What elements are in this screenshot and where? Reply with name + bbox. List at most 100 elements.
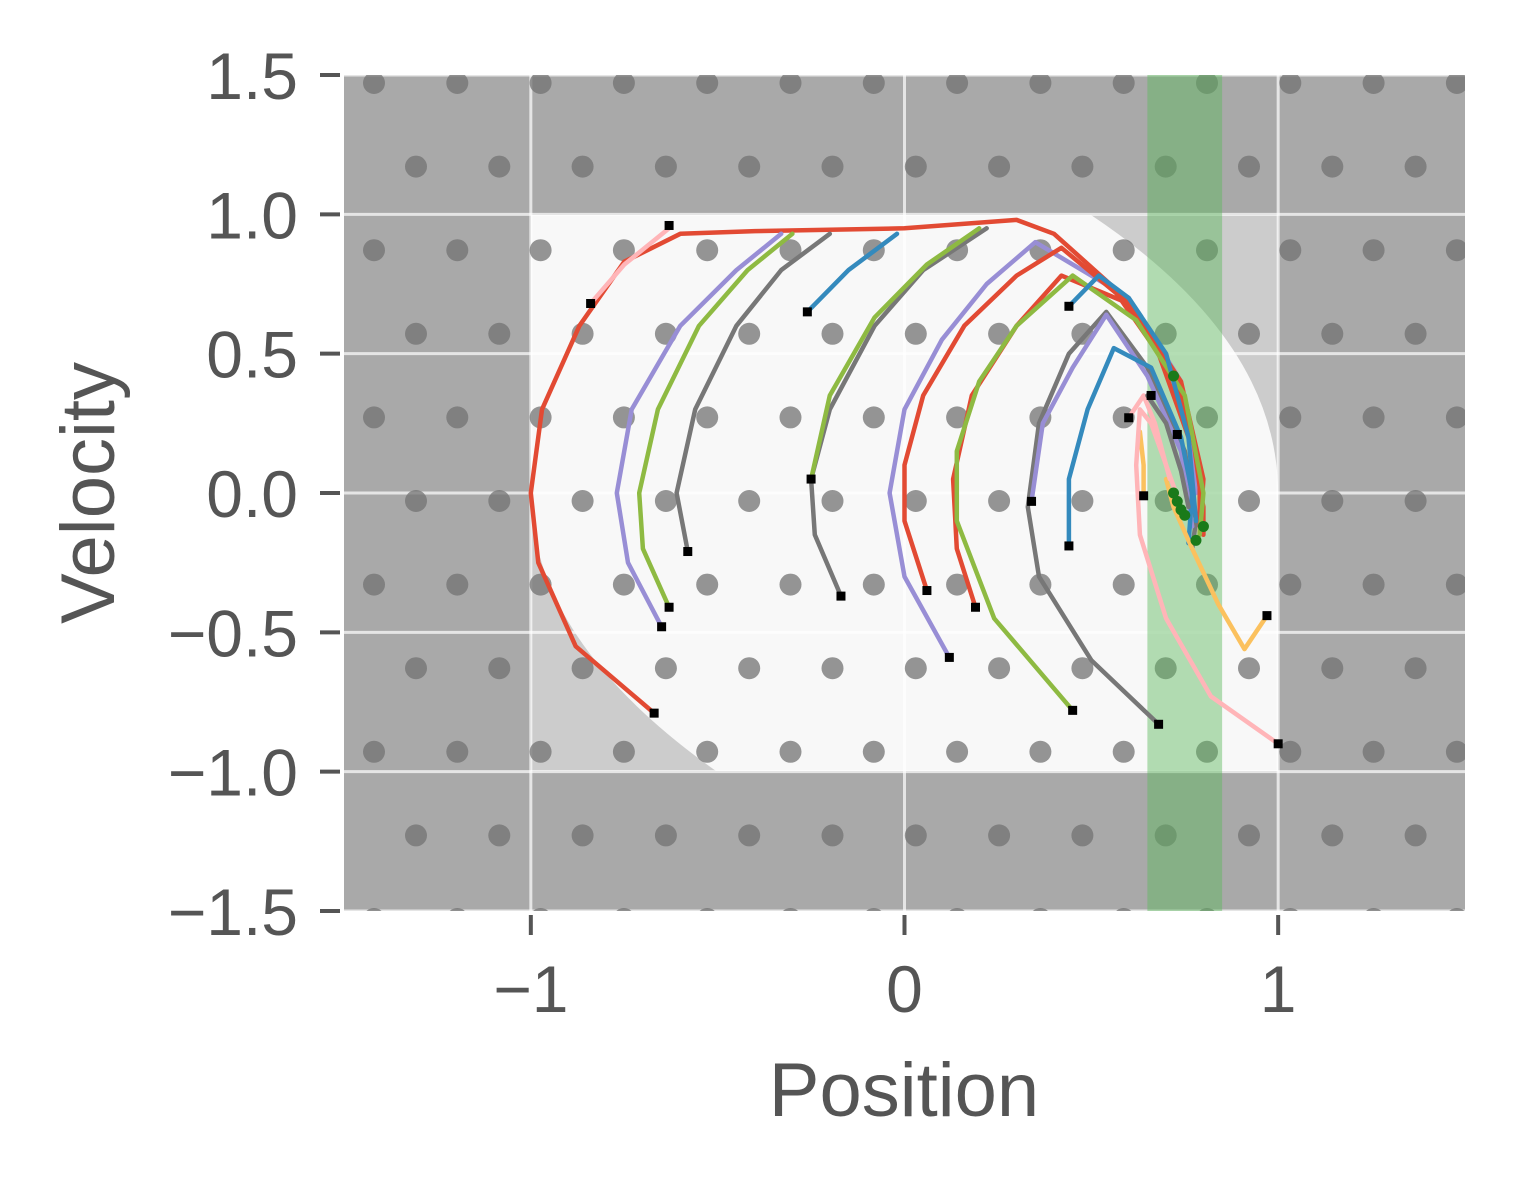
hatch-dot — [1196, 740, 1218, 763]
y-tick-label-3: 0.0 — [206, 457, 298, 531]
start-point-6 — [802, 307, 812, 317]
hatch-dot — [1154, 824, 1177, 847]
hatch-dot — [1404, 322, 1427, 345]
hatch-dot — [821, 322, 844, 345]
hatch-dot — [405, 657, 427, 680]
hatch-dot — [1071, 322, 1094, 345]
start-point-22 — [1172, 429, 1182, 439]
hatch-dot — [1321, 824, 1344, 847]
y-tick-label-4: −0.5 — [168, 596, 298, 670]
series-traj-4 — [636, 231, 795, 610]
hatch-dot — [1362, 406, 1385, 429]
start-point-18 — [1139, 491, 1149, 501]
hatch-dot — [405, 155, 427, 178]
series-traj-3 — [614, 231, 784, 630]
start-point-9 — [944, 652, 954, 662]
hatch-dot — [1071, 657, 1094, 680]
hatch-dot — [1196, 239, 1218, 262]
hatch-dot — [988, 657, 1011, 680]
hatch-dot — [696, 406, 719, 429]
series-traj-15 — [1066, 345, 1195, 549]
hatch-dot — [821, 657, 844, 680]
hatch-dot — [738, 322, 761, 345]
end-point-5 — [1197, 520, 1209, 532]
hatch-dot — [738, 155, 761, 178]
start-point-21 — [1146, 390, 1156, 400]
hatch-dot — [738, 490, 761, 512]
series-traj-14 — [1029, 312, 1195, 529]
hatch-dot — [1279, 75, 1302, 94]
hatch-dot — [738, 657, 761, 680]
hatch-dot — [946, 406, 969, 429]
hatch-dot — [488, 322, 511, 345]
hatch-dot — [738, 824, 761, 847]
end-point-2 — [1171, 495, 1183, 507]
hatch-dot — [1449, 908, 1465, 911]
x-tick-label-0: −1 — [493, 952, 568, 1026]
hatch-dot — [988, 490, 1011, 512]
hatch-dot — [946, 740, 969, 763]
hatch-dot — [571, 657, 594, 680]
start-point-11 — [970, 602, 980, 612]
series-traj-2 — [588, 226, 672, 306]
hatch-dot — [1362, 75, 1385, 94]
start-point-5 — [683, 547, 693, 557]
hatch-dot — [1112, 740, 1135, 763]
hatch-dot — [1238, 490, 1260, 512]
hatch-dot — [363, 239, 385, 262]
end-point-0 — [1168, 370, 1180, 382]
hatch-dot — [779, 239, 802, 262]
hatch-dot — [862, 573, 885, 596]
hatch-dot — [904, 824, 927, 847]
end-markers — [1168, 370, 1209, 546]
hatch-dot — [363, 573, 385, 596]
hatch-dot — [696, 75, 719, 94]
hatch-dot — [696, 239, 719, 262]
x-tick-label-2: 1 — [1260, 952, 1297, 1026]
hatch-dot — [946, 75, 969, 94]
start-point-19 — [1273, 739, 1283, 749]
series-traj-5 — [674, 231, 833, 554]
series-traj-1 — [528, 217, 1206, 716]
series-traj-18 — [1137, 429, 1146, 499]
hatch-dot — [988, 322, 1011, 345]
hatch-dot — [696, 740, 719, 763]
hatch-dot — [1279, 406, 1302, 429]
start-point-13 — [1154, 719, 1164, 729]
hatch-dot — [988, 155, 1011, 178]
hatch-dot — [1362, 740, 1385, 763]
hatch-dot — [529, 239, 552, 262]
hatch-dot — [1071, 155, 1094, 178]
hatch-dot — [1404, 490, 1427, 512]
series-traj-10 — [902, 245, 1202, 593]
y-tick-label-6: −1.5 — [168, 875, 298, 949]
start-point-3 — [657, 622, 667, 632]
hatch-dot — [654, 657, 677, 680]
start-point-17 — [1262, 611, 1272, 621]
y-tick-label-5: −1.0 — [168, 736, 298, 810]
hatch-dot — [366, 908, 382, 911]
hatch-dot — [405, 490, 427, 512]
hatch-dot — [1154, 155, 1177, 178]
hatch-dot — [363, 740, 385, 763]
hatch-dot — [1238, 155, 1260, 178]
y-axis-label: Velocity — [46, 362, 131, 624]
hatch-dot — [616, 908, 632, 911]
hatch-dot — [904, 657, 927, 680]
hatch-dot — [488, 824, 511, 847]
hatch-dot — [1071, 824, 1094, 847]
hatch-dot — [779, 406, 802, 429]
hatch-dot — [533, 908, 549, 911]
series-traj-16 — [1066, 273, 1199, 524]
hatch-dot — [949, 908, 965, 911]
hatch-dot — [612, 740, 635, 763]
hatch-dot — [866, 908, 882, 911]
start-point-8 — [806, 474, 816, 484]
hatch-dot — [405, 322, 427, 345]
hatch-dot — [1362, 239, 1385, 262]
hatch-dot — [654, 490, 677, 512]
hatch-dot — [1282, 908, 1298, 911]
hatch-dot — [654, 824, 677, 847]
hatch-dot — [1116, 908, 1132, 911]
start-point-10 — [922, 586, 932, 596]
